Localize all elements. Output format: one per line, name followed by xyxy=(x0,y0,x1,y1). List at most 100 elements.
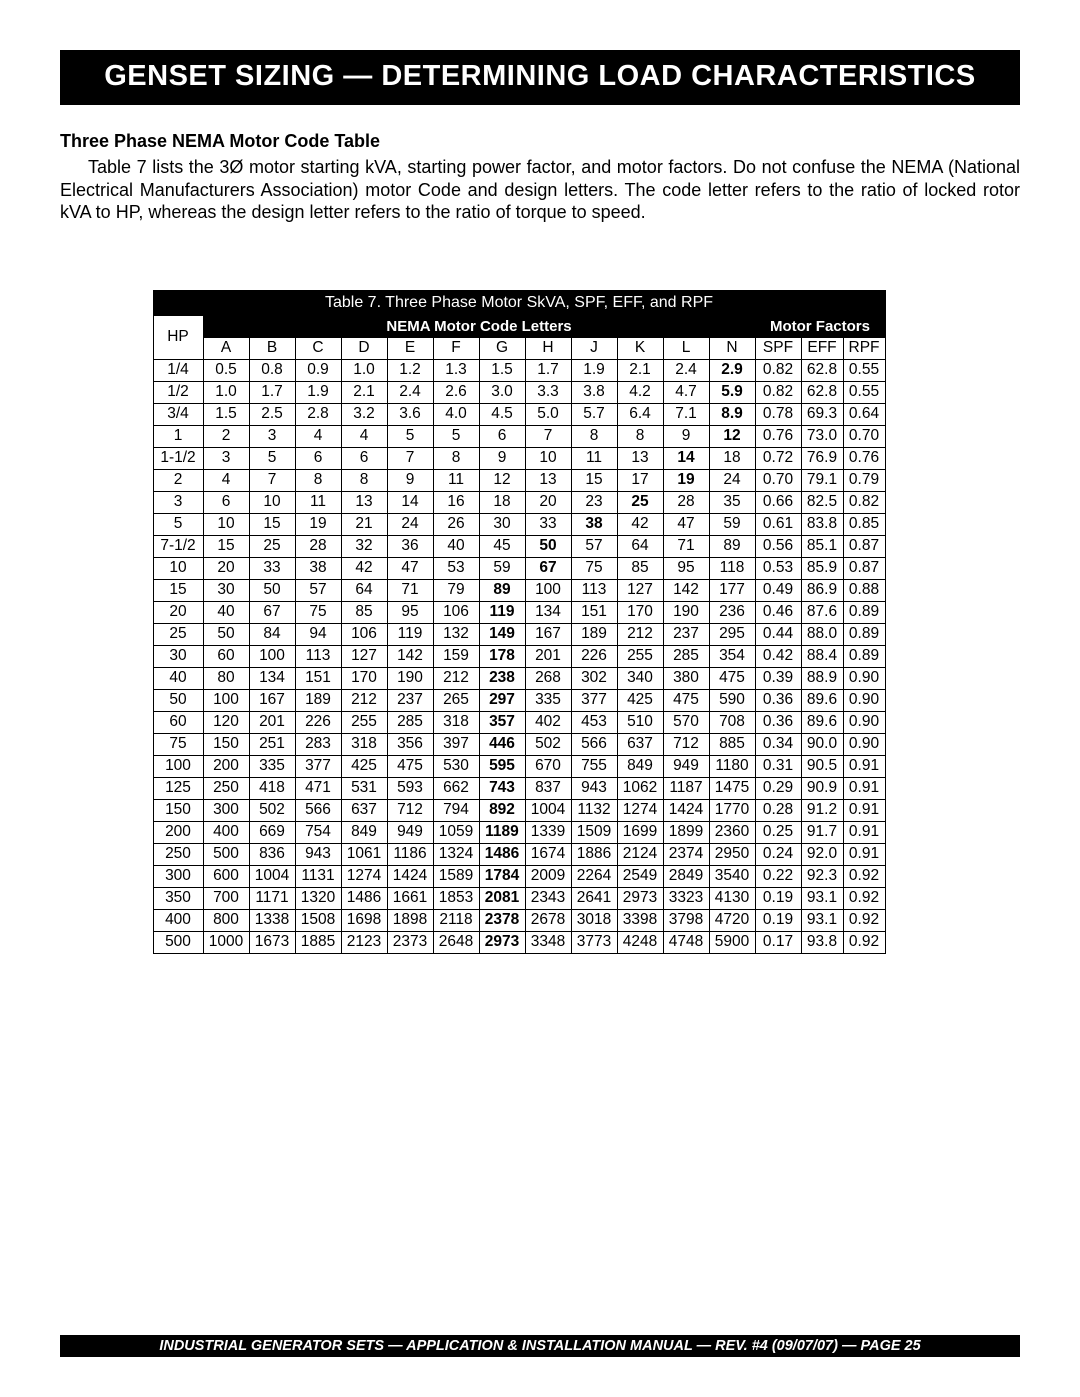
cell: 0.92 xyxy=(843,865,885,887)
cell: 132 xyxy=(433,623,479,645)
cell: 42 xyxy=(341,557,387,579)
table-row: 1/40.50.80.91.01.21.31.51.71.92.12.42.90… xyxy=(153,359,927,381)
cell: 2.8 xyxy=(295,403,341,425)
cell: 8 xyxy=(433,447,479,469)
cell: 1.9 xyxy=(571,359,617,381)
cell: 237 xyxy=(387,689,433,711)
table-row: 255084941061191321491671892122372950.448… xyxy=(153,623,927,645)
col-header: L xyxy=(663,337,709,359)
cell-hp: 3 xyxy=(153,491,203,513)
cell: 127 xyxy=(341,645,387,667)
cell: 0.82 xyxy=(755,381,801,403)
table-row: 501001671892122372652973353774254755900.… xyxy=(153,689,927,711)
cell: 0.53 xyxy=(755,557,801,579)
cell: 849 xyxy=(617,755,663,777)
cell: 64 xyxy=(341,579,387,601)
cell: 189 xyxy=(295,689,341,711)
cell: 377 xyxy=(295,755,341,777)
cell: 92.0 xyxy=(801,843,843,865)
cell: 45 xyxy=(479,535,525,557)
cell: 106 xyxy=(433,601,479,623)
cell: 1.0 xyxy=(341,359,387,381)
cell: 167 xyxy=(249,689,295,711)
cell: 5 xyxy=(387,425,433,447)
cell: 90.9 xyxy=(801,777,843,799)
cell: 100 xyxy=(203,689,249,711)
cell: 13 xyxy=(525,469,571,491)
cell: 2081 xyxy=(479,887,525,909)
cell: 5.7 xyxy=(571,403,617,425)
cell-hp: 400 xyxy=(153,909,203,931)
cell-hp: 300 xyxy=(153,865,203,887)
cell: 30 xyxy=(203,579,249,601)
cell: 1.7 xyxy=(525,359,571,381)
cell: 201 xyxy=(249,711,295,733)
cell: 1062 xyxy=(617,777,663,799)
cell: 0.34 xyxy=(755,733,801,755)
cell: 670 xyxy=(525,755,571,777)
table-row: 2040677585951061191341511701902360.4687.… xyxy=(153,601,927,623)
cell: 712 xyxy=(663,733,709,755)
cell: 57 xyxy=(571,535,617,557)
table-row: 51015192124263033384247590.6183.80.85 xyxy=(153,513,927,535)
cell-hp: 30 xyxy=(153,645,203,667)
table-row: 2505008369431061118613241486167418862124… xyxy=(153,843,927,865)
cell: 149 xyxy=(479,623,525,645)
cell: 69.3 xyxy=(801,403,843,425)
col-header: D xyxy=(341,337,387,359)
cell: 357 xyxy=(479,711,525,733)
cell: 590 xyxy=(709,689,755,711)
cell: 3398 xyxy=(617,909,663,931)
cell-hp: 1/4 xyxy=(153,359,203,381)
table-row: 1/21.01.71.92.12.42.63.03.33.84.24.75.90… xyxy=(153,381,927,403)
cell: 71 xyxy=(663,535,709,557)
cell-hp: 100 xyxy=(153,755,203,777)
cell: 0.36 xyxy=(755,689,801,711)
cell: 250 xyxy=(203,777,249,799)
cell: 754 xyxy=(295,821,341,843)
cell: 1486 xyxy=(479,843,525,865)
cell: 2373 xyxy=(387,931,433,953)
cell: 510 xyxy=(617,711,663,733)
cell: 177 xyxy=(709,579,755,601)
cell: 0.64 xyxy=(843,403,885,425)
section-heading: Three Phase NEMA Motor Code Table xyxy=(60,131,1020,152)
cell-hp: 3/4 xyxy=(153,403,203,425)
table-row: 4008001338150816981898211823782678301833… xyxy=(153,909,927,931)
cell-hp: 60 xyxy=(153,711,203,733)
cell: 4748 xyxy=(663,931,709,953)
motor-code-table: Table 7. Three Phase Motor SkVA, SPF, EF… xyxy=(153,290,928,954)
cell: 2374 xyxy=(663,843,709,865)
cell: 142 xyxy=(387,645,433,667)
cell: 755 xyxy=(571,755,617,777)
cell: 1186 xyxy=(387,843,433,865)
cell: 13 xyxy=(341,491,387,513)
cell: 119 xyxy=(479,601,525,623)
cell: 2.1 xyxy=(617,359,663,381)
cell: 64 xyxy=(617,535,663,557)
cell: 2 xyxy=(203,425,249,447)
cell: 2.9 xyxy=(709,359,755,381)
cell: 0.91 xyxy=(843,777,885,799)
cell: 0.90 xyxy=(843,667,885,689)
cell: 82.5 xyxy=(801,491,843,513)
table-row: 5001000167318852123237326482973334837734… xyxy=(153,931,927,953)
cell: 340 xyxy=(617,667,663,689)
cell: 8.9 xyxy=(709,403,755,425)
cell: 113 xyxy=(295,645,341,667)
cell-hp: 25 xyxy=(153,623,203,645)
cell: 0.92 xyxy=(843,931,885,953)
cell: 285 xyxy=(663,645,709,667)
cell: 127 xyxy=(617,579,663,601)
cell: 5 xyxy=(249,447,295,469)
cell: 600 xyxy=(203,865,249,887)
cell: 5 xyxy=(433,425,479,447)
table-row: 1020333842475359677585951180.5385.90.87 xyxy=(153,557,927,579)
cell: 18 xyxy=(479,491,525,513)
cell: 418 xyxy=(249,777,295,799)
cell: 283 xyxy=(295,733,341,755)
cell: 32 xyxy=(341,535,387,557)
cell-hp: 20 xyxy=(153,601,203,623)
cell: 402 xyxy=(525,711,571,733)
cell: 42 xyxy=(617,513,663,535)
